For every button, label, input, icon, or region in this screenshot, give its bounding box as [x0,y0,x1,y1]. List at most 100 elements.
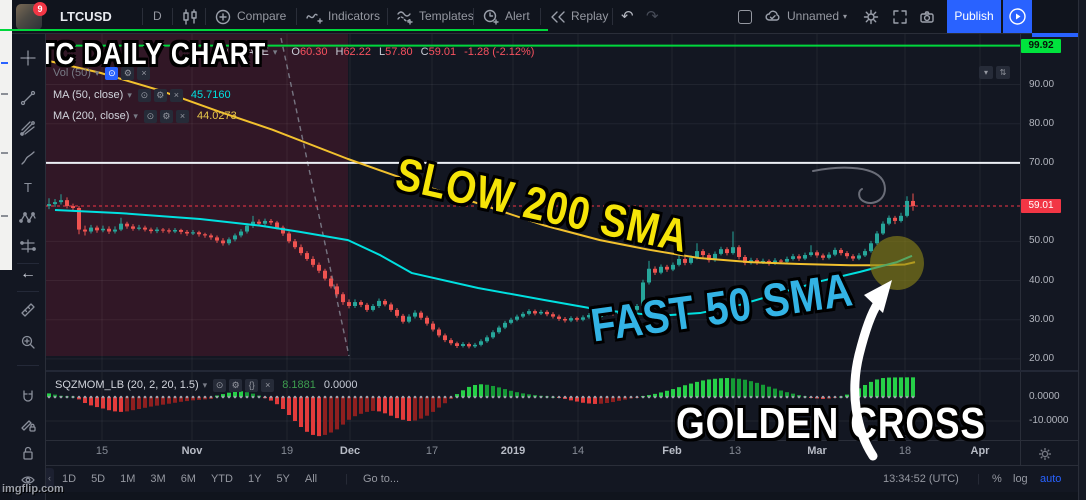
candle-body [437,329,441,336]
ma50-label[interactable]: MA (50, close) [53,89,124,101]
exchange-label[interactable]: COINBASE [212,46,269,58]
crosshair-tool-icon[interactable] [19,49,37,67]
range-ytd[interactable]: YTD [210,473,233,485]
ma50-line[interactable] [54,208,913,317]
hide-panel-arrow-icon[interactable]: ← [20,265,36,282]
close-icon[interactable]: × [169,88,183,102]
range-1y[interactable]: 1Y [247,473,262,485]
gear-icon[interactable]: ⚙ [153,88,167,102]
range-6m[interactable]: 6M [180,473,196,485]
cloud-save-icon[interactable] [764,8,782,26]
redo-icon[interactable]: ↷ [646,8,659,25]
measure-tool-icon[interactable] [19,301,37,319]
candle-body [695,251,699,258]
eye-icon[interactable]: ⊙ [143,109,157,123]
log-scale-button[interactable]: log [1013,473,1028,485]
brush-tool-icon[interactable] [19,149,37,167]
interval-button[interactable]: D [153,9,162,23]
pattern-tool-icon[interactable] [19,209,37,227]
squeeze-dot [557,395,561,399]
drawing-mode-lock-icon[interactable] [19,416,37,434]
candlestick-style-icon[interactable] [181,8,199,26]
candle-body [407,316,411,322]
eye-icon[interactable]: ⊙ [137,88,151,102]
chevron-down-icon[interactable]: ▾ [202,379,208,390]
hide-drawings-eye-icon[interactable] [19,471,37,489]
replay-button[interactable]: Replay [571,9,609,23]
compare-button[interactable]: Compare [237,9,287,23]
publish-button[interactable]: Publish [947,0,1001,33]
gear-icon[interactable]: ⚙ [159,109,173,123]
clock-label[interactable]: 13:34:52 (UTC) [883,473,959,485]
magnet-tool-icon[interactable] [19,388,37,406]
histogram-bar [155,397,159,406]
auto-scale-button[interactable]: auto [1040,473,1062,485]
close-icon[interactable]: × [261,378,275,392]
range-5y[interactable]: 5Y [276,473,290,485]
eye-icon[interactable]: ⊙ [105,66,119,80]
squeeze-dot [197,395,201,399]
forecast-tool-icon[interactable] [19,237,37,255]
close-icon[interactable]: × [137,66,151,80]
fullscreen-icon[interactable] [891,8,909,26]
range-all[interactable]: All [304,473,318,485]
squeeze-dot [755,395,759,399]
zoom-in-tool-icon[interactable] [19,333,37,351]
percent-scale-button[interactable]: % [992,473,1002,485]
range-1m[interactable]: 1M [120,473,136,485]
replay-icon[interactable] [549,8,567,26]
sqzmom-label[interactable]: SQZMOM_LB (20, 2, 20, 1.5) [55,379,199,391]
camera-icon[interactable] [918,8,936,26]
price-tick: 20.00 [1029,352,1055,364]
text-tool-icon[interactable]: T [24,180,32,195]
play-button[interactable] [1003,0,1032,33]
close-icon[interactable]: × [175,109,189,123]
alert-button[interactable]: Alert [505,9,530,23]
volume-label[interactable]: Vol (50) [53,67,91,79]
maximize-pane-button[interactable]: ⇅ [996,66,1010,79]
templates-icon[interactable] [396,8,414,26]
candle-body [521,313,525,317]
collapse-toolbar-tab[interactable]: ‹ [45,468,54,488]
chevron-down-icon[interactable]: ▾ [127,89,132,100]
layout-icon[interactable] [738,10,752,24]
range-1d[interactable]: 1D [62,473,77,485]
price-axis[interactable]: 90.00 80.00 70.00 50.00 40.00 30.00 20.00 0.000… [1021,33,1078,465]
pitchfork-tool-icon[interactable] [19,119,37,137]
chevron-down-icon[interactable]: ▾ [843,12,848,21]
chevron-down-icon[interactable]: ▾ [272,46,278,57]
squeeze-dot [719,395,723,399]
histogram-bar [461,390,465,397]
histogram-bar [113,397,117,412]
symbol-button[interactable]: LTCUSD [60,9,112,24]
range-5d[interactable]: 5D [91,473,106,485]
gear-icon[interactable]: ⚙ [229,378,243,392]
source-code-icon[interactable]: {} [245,378,259,392]
squeeze-dot [593,395,597,399]
indicators-icon[interactable] [305,8,323,26]
layout-name[interactable]: Unnamed [787,9,840,23]
lock-all-icon[interactable] [19,444,37,462]
ma200-line[interactable] [48,60,916,267]
dashed-trendline[interactable] [280,37,350,357]
ma200-label[interactable]: MA (200, close) [53,110,130,122]
chevron-down-icon[interactable]: ▾ [133,110,138,121]
gear-icon[interactable] [862,8,880,26]
candle-body [899,215,903,221]
eye-icon[interactable]: ⊙ [213,378,227,392]
time-axis[interactable]: 15 Nov 19 Dec 17 2019 14 Feb 13 Mar 18 Apr [45,440,1020,465]
minimize-legend-button[interactable]: ▾ [979,66,993,79]
squeeze-dot [185,395,189,399]
trendline-tool-icon[interactable] [19,89,37,107]
goto-button[interactable]: Go to... [363,473,400,485]
gear-icon[interactable]: ⚙ [121,66,135,80]
indicators-button[interactable]: Indicators [328,9,381,23]
range-3m[interactable]: 3M [150,473,166,485]
compare-icon[interactable] [214,8,232,26]
alert-icon[interactable] [482,8,500,26]
templates-button[interactable]: Templates [419,9,474,23]
candle-body [659,266,663,273]
notification-badge[interactable]: 9 [33,2,47,16]
axis-settings-gear-icon[interactable] [1037,446,1053,462]
undo-icon[interactable]: ↶ [621,8,634,25]
